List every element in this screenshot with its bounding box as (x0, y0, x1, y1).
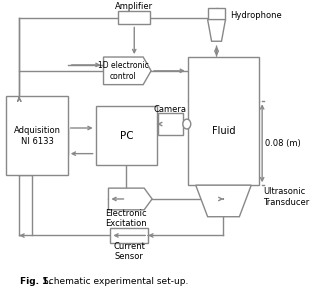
Bar (208, 8, 226, 19)
Ellipse shape (183, 119, 191, 129)
Text: Schematic experimental set-up.: Schematic experimental set-up. (43, 277, 188, 286)
Bar (6, 96, 68, 175)
Bar (111, 227, 148, 243)
Text: Fluid: Fluid (212, 126, 235, 136)
Bar (95, 106, 157, 165)
Text: PC: PC (119, 131, 133, 141)
Bar (188, 57, 259, 185)
Text: Adquisition
NI 6133: Adquisition NI 6133 (14, 126, 60, 146)
Polygon shape (208, 19, 226, 41)
Polygon shape (109, 188, 152, 210)
Polygon shape (196, 185, 251, 217)
Text: Electronic
Excitation: Electronic Excitation (106, 209, 147, 228)
Text: Fig. 1.: Fig. 1. (20, 277, 52, 286)
Bar (118, 11, 150, 24)
Text: Camera: Camera (154, 105, 187, 114)
Text: 1D electronic
control: 1D electronic control (98, 61, 149, 81)
Text: Ultrasonic
Transducer: Ultrasonic Transducer (263, 187, 309, 207)
Polygon shape (104, 57, 151, 85)
Text: Hydrophone: Hydrophone (231, 11, 282, 20)
Text: Current
Sensor: Current Sensor (113, 242, 145, 261)
Bar (158, 113, 183, 135)
Text: Amplifier: Amplifier (115, 2, 153, 11)
Text: 0.08 (m): 0.08 (m) (265, 139, 301, 148)
